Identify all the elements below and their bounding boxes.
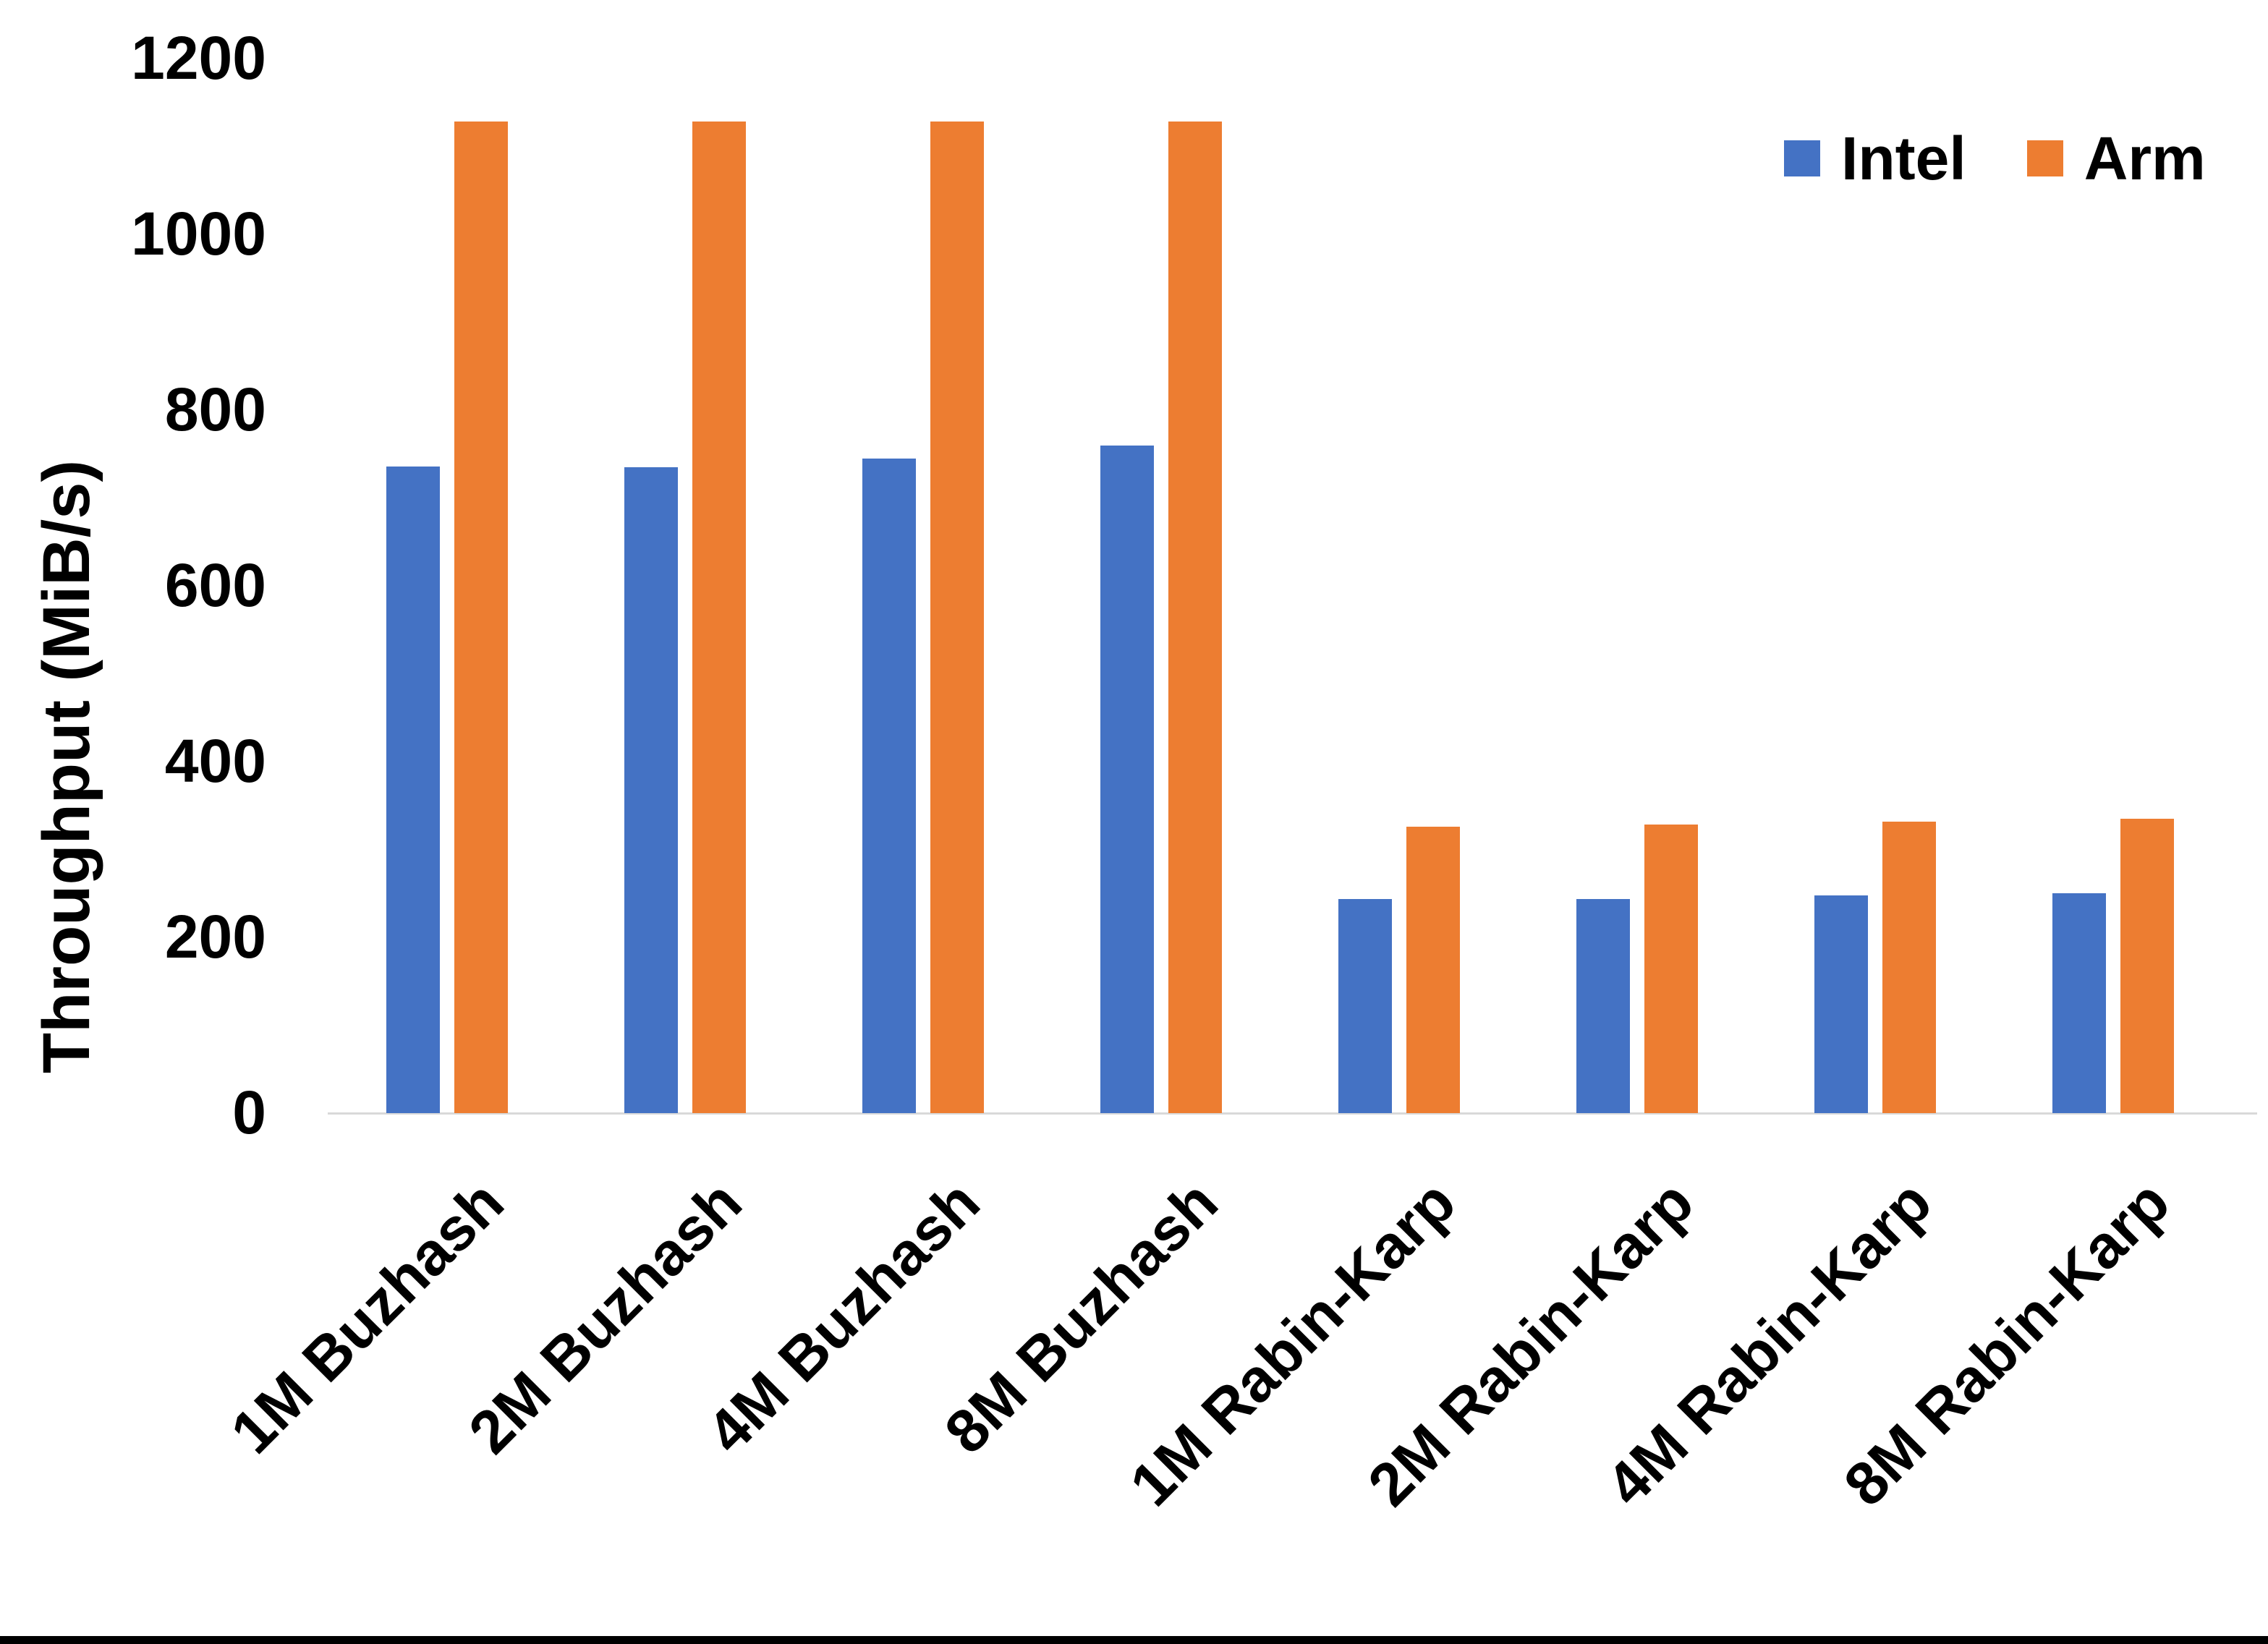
bar-arm-8m-rabin-karp bbox=[2120, 819, 2174, 1113]
bar-intel-2m-buzhash bbox=[624, 467, 678, 1113]
y-tick-1200: 1200 bbox=[131, 24, 266, 92]
y-tick-1000: 1000 bbox=[131, 200, 266, 268]
bar-arm-4m-rabin-karp bbox=[1882, 822, 1936, 1113]
bar-intel-8m-buzhash bbox=[1100, 446, 1154, 1113]
bar-arm-2m-buzhash bbox=[692, 122, 746, 1113]
bar-intel-4m-buzhash bbox=[862, 459, 916, 1113]
legend-swatch-arm-icon bbox=[2026, 140, 2063, 176]
legend-swatch-intel-icon bbox=[1784, 140, 1820, 176]
bar-intel-1m-rabin-karp bbox=[1338, 899, 1392, 1113]
legend-label-intel: Intel bbox=[1841, 124, 1966, 192]
x-axis-line bbox=[328, 1112, 2257, 1115]
y-tick-0: 0 bbox=[232, 1078, 266, 1146]
bar-arm-4m-buzhash bbox=[930, 122, 984, 1113]
legend-label-arm: Arm bbox=[2084, 124, 2206, 192]
y-tick-400: 400 bbox=[164, 727, 266, 795]
bar-arm-8m-buzhash bbox=[1168, 122, 1222, 1113]
bar-arm-2m-rabin-karp bbox=[1644, 825, 1698, 1113]
bottom-border-line bbox=[0, 1636, 2268, 1644]
legend: Intel Arm bbox=[1784, 128, 2206, 189]
bar-intel-8m-rabin-karp bbox=[2052, 893, 2106, 1113]
y-tick-800: 800 bbox=[164, 375, 266, 443]
bar-intel-4m-rabin-karp bbox=[1814, 895, 1868, 1113]
bar-intel-2m-rabin-karp bbox=[1576, 899, 1630, 1113]
y-tick-600: 600 bbox=[164, 551, 266, 619]
bar-arm-1m-buzhash bbox=[454, 122, 508, 1113]
legend-item-intel: Intel bbox=[1784, 128, 1966, 189]
bar-intel-1m-buzhash bbox=[386, 467, 440, 1113]
bar-arm-1m-rabin-karp bbox=[1406, 827, 1460, 1113]
legend-item-arm: Arm bbox=[2026, 124, 2206, 192]
y-tick-200: 200 bbox=[164, 903, 266, 971]
